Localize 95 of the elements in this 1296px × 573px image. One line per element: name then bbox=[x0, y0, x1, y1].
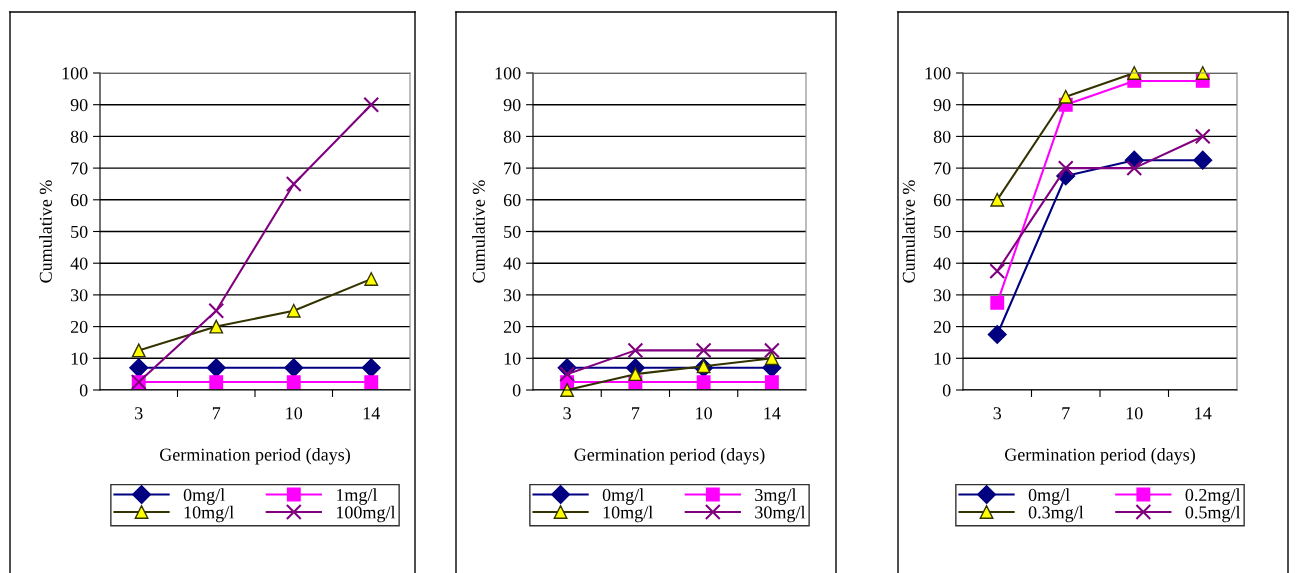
point bbox=[286, 303, 301, 318]
y-tick-label: 40 bbox=[70, 257, 88, 270]
x-tick-label: 14 bbox=[363, 407, 380, 420]
legend-label: 10mg/l bbox=[184, 505, 234, 523]
point bbox=[990, 295, 1005, 310]
y-tick-label: 60 bbox=[503, 194, 521, 207]
y-tick-label: 70 bbox=[504, 162, 521, 175]
y-tick-label: 90 bbox=[70, 98, 88, 112]
legend-label: 0.3mg/l bbox=[1028, 505, 1084, 523]
point bbox=[286, 375, 301, 390]
point bbox=[696, 375, 711, 390]
y-tick-label: 50 bbox=[934, 225, 951, 238]
x-tick-label: 3 bbox=[135, 407, 143, 420]
y-tick-label: 80 bbox=[933, 130, 951, 143]
x-tick-label: 7 bbox=[1062, 407, 1070, 420]
y-tick-label: 60 bbox=[933, 194, 951, 207]
y-tick-label: 40 bbox=[933, 257, 951, 270]
point bbox=[990, 192, 1005, 207]
legend-label: 1mg/l bbox=[336, 488, 378, 505]
y-axis-title: Cumulative % bbox=[902, 180, 915, 283]
y-tick-label: 70 bbox=[934, 162, 951, 175]
y-tick-label: 30 bbox=[71, 289, 88, 302]
point bbox=[1193, 150, 1213, 170]
y-tick-label: 10 bbox=[504, 352, 521, 365]
y-tick-label: 100 bbox=[495, 67, 521, 80]
point bbox=[364, 272, 379, 286]
point bbox=[209, 319, 224, 334]
point bbox=[763, 342, 780, 359]
point bbox=[628, 367, 643, 382]
legend-label: 0.5mg/l bbox=[1185, 505, 1241, 523]
y-tick-label: 100 bbox=[62, 67, 88, 80]
y-tick-label: 30 bbox=[934, 289, 951, 302]
y-tick-label: 10 bbox=[71, 352, 88, 365]
point bbox=[627, 342, 644, 359]
x-tick-label: 7 bbox=[632, 407, 640, 420]
legend-label: 0.2mg/l bbox=[1185, 488, 1241, 505]
point bbox=[364, 375, 379, 390]
y-tick-label: 50 bbox=[504, 225, 521, 238]
point bbox=[560, 383, 575, 397]
legend-label: 100mg/l bbox=[336, 505, 396, 523]
y-tick-label: 60 bbox=[70, 194, 88, 207]
y-tick-label: 100 bbox=[925, 67, 951, 80]
y-tick-label: 0 bbox=[942, 384, 951, 397]
y-tick-label: 50 bbox=[71, 225, 88, 238]
x-tick-label: 10 bbox=[696, 407, 712, 420]
point bbox=[1057, 160, 1074, 177]
point bbox=[695, 342, 712, 359]
point bbox=[1058, 89, 1073, 104]
y-tick-label: 80 bbox=[503, 130, 521, 143]
point bbox=[559, 366, 576, 383]
y-tick-label: 90 bbox=[933, 98, 951, 112]
y-tick-label: 0 bbox=[512, 384, 521, 397]
point bbox=[764, 351, 779, 366]
point bbox=[284, 358, 304, 378]
point bbox=[1194, 128, 1211, 145]
point bbox=[285, 175, 302, 192]
y-axis-title: Cumulative % bbox=[39, 180, 52, 283]
y-tick-label: 0 bbox=[79, 384, 88, 397]
y-tick-label: 70 bbox=[71, 162, 88, 175]
point bbox=[764, 375, 779, 390]
point bbox=[989, 263, 1006, 280]
y-tick-label: 80 bbox=[70, 130, 88, 143]
x-tick-label: 10 bbox=[286, 407, 303, 420]
x-tick-label: 3 bbox=[563, 407, 571, 420]
point bbox=[361, 358, 381, 378]
x-tick-label: 3 bbox=[993, 407, 1002, 420]
y-axis-title: Cumulative % bbox=[472, 180, 485, 283]
y-tick-label: 20 bbox=[933, 320, 951, 334]
legend-label: 3mg/l bbox=[755, 488, 797, 505]
y-tick-label: 40 bbox=[503, 257, 521, 270]
legend-label: 0mg/l bbox=[1028, 488, 1070, 505]
y-tick-label: 20 bbox=[503, 320, 521, 334]
x-axis-title: Germination period (days) bbox=[574, 448, 765, 465]
point bbox=[1126, 160, 1143, 177]
y-tick-label: 90 bbox=[503, 98, 521, 112]
x-axis-title: Germination period (days) bbox=[159, 448, 350, 465]
x-tick-label: 10 bbox=[1126, 407, 1143, 420]
y-tick-label: 30 bbox=[504, 289, 521, 302]
y-tick-label: 20 bbox=[70, 320, 88, 334]
x-axis-title: Germination period (days) bbox=[1004, 448, 1195, 465]
legend-label: 0mg/l bbox=[602, 488, 644, 505]
y-tick-label: 10 bbox=[934, 352, 951, 365]
point bbox=[206, 358, 226, 378]
point bbox=[987, 324, 1007, 345]
x-tick-label: 14 bbox=[764, 407, 781, 420]
x-tick-label: 7 bbox=[212, 407, 221, 420]
point bbox=[363, 96, 380, 113]
legend-label: 30mg/l bbox=[755, 505, 806, 523]
point bbox=[131, 343, 146, 358]
point bbox=[209, 375, 224, 390]
point bbox=[129, 358, 149, 378]
legend-label: 0mg/l bbox=[183, 488, 225, 505]
legend-label: 10mg/l bbox=[603, 505, 653, 523]
point bbox=[208, 302, 225, 319]
x-tick-label: 14 bbox=[1195, 407, 1212, 420]
